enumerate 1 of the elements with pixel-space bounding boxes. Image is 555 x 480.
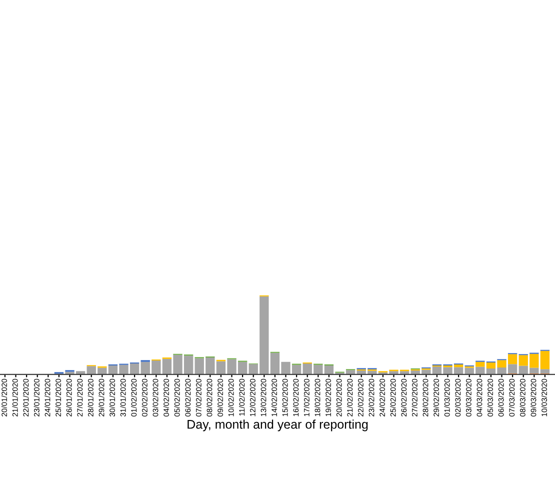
x-axis-title: Day, month and year of reporting [188, 420, 368, 432]
